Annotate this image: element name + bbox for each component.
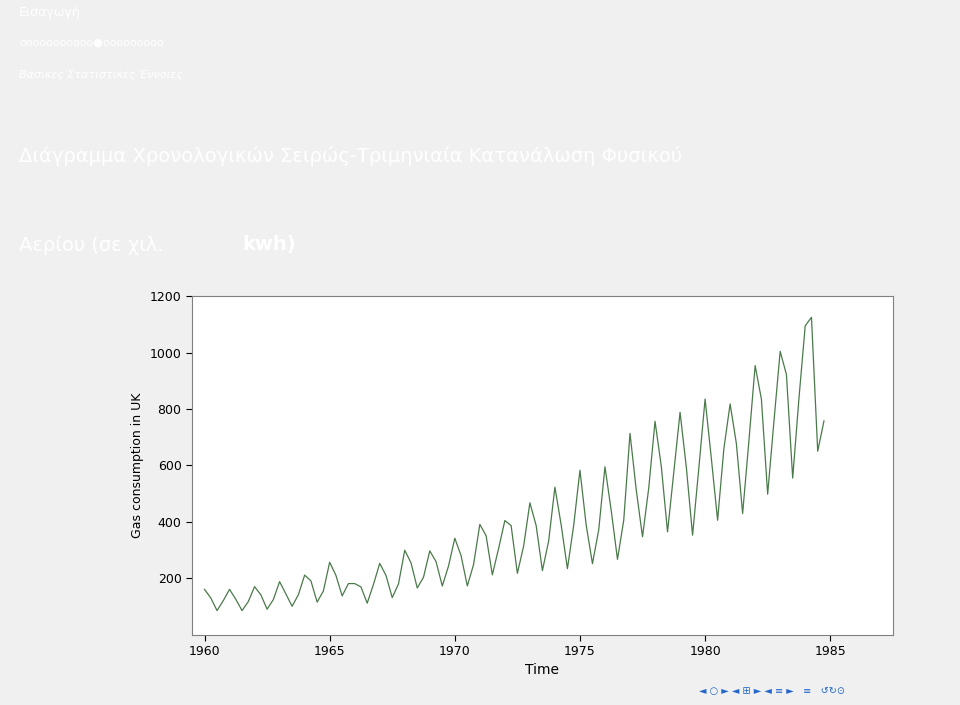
Text: Αερίου (σε χιλ.: Αερίου (σε χιλ. bbox=[19, 235, 170, 255]
Text: ◄ ○ ► ◄ ⊞ ► ◄ ≡ ►   ≡   ↺↻⊙: ◄ ○ ► ◄ ⊞ ► ◄ ≡ ► ≡ ↺↻⊙ bbox=[699, 686, 845, 696]
Text: Βασικές Στατιστικές Έννοιες: Βασικές Στατιστικές Έννοιες bbox=[19, 70, 183, 80]
Text: kwh): kwh) bbox=[242, 235, 296, 255]
Text: Διάγραμμα Χρονολογικών Σειρώς-Τριμηνιαία Κατανάλωση Φυσικού: Διάγραμμα Χρονολογικών Σειρώς-Τριμηνιαία… bbox=[19, 145, 683, 166]
Y-axis label: Gas consumption in UK: Gas consumption in UK bbox=[132, 393, 144, 538]
Text: οοοοοοοοοοο●οοοοοοοοο: οοοοοοοοοοο●οοοοοοοοο bbox=[19, 38, 164, 48]
Text: Εισαγωγή: Εισαγωγή bbox=[19, 6, 81, 19]
X-axis label: Time: Time bbox=[525, 663, 560, 678]
